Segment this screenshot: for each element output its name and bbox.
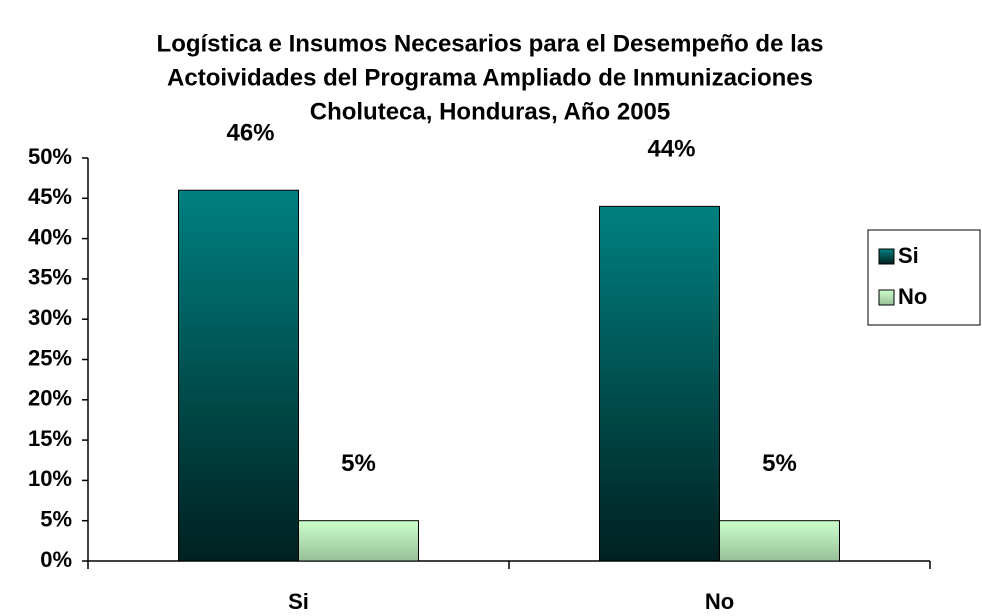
y-tick-label: 30%: [28, 305, 72, 330]
y-tick-label: 35%: [28, 265, 72, 290]
bar: [599, 205, 720, 562]
y-tick-label: 15%: [28, 426, 72, 451]
y-tick-label: 50%: [28, 144, 72, 169]
y-tick-label: 20%: [28, 386, 72, 411]
y-tick-label: 5%: [40, 507, 72, 532]
legend-label: No: [898, 284, 927, 309]
data-label: 44%: [647, 136, 695, 163]
chart-title: Choluteca, Honduras, Año 2005: [310, 98, 671, 125]
bar: [298, 520, 419, 562]
y-tick-label: 40%: [28, 224, 72, 249]
data-label: 46%: [226, 120, 274, 147]
legend-box: [867, 229, 981, 326]
data-label: 5%: [341, 450, 376, 477]
y-tick-label: 45%: [28, 184, 72, 209]
bar: [719, 520, 840, 562]
x-tick-label: No: [705, 589, 734, 614]
legend-swatch: [878, 289, 895, 306]
legend-label: Si: [898, 243, 919, 268]
y-tick-label: 0%: [40, 547, 72, 572]
data-label: 5%: [762, 450, 797, 477]
legend-swatch: [878, 248, 895, 265]
chart-title: Logística e Insumos Necesarios para el D…: [157, 30, 824, 57]
y-tick-label: 25%: [28, 345, 72, 370]
bar: [178, 189, 299, 562]
y-tick-label: 10%: [28, 466, 72, 491]
chart-title: Actoividades del Programa Ampliado de In…: [167, 64, 813, 91]
x-tick-label: Si: [288, 589, 309, 614]
